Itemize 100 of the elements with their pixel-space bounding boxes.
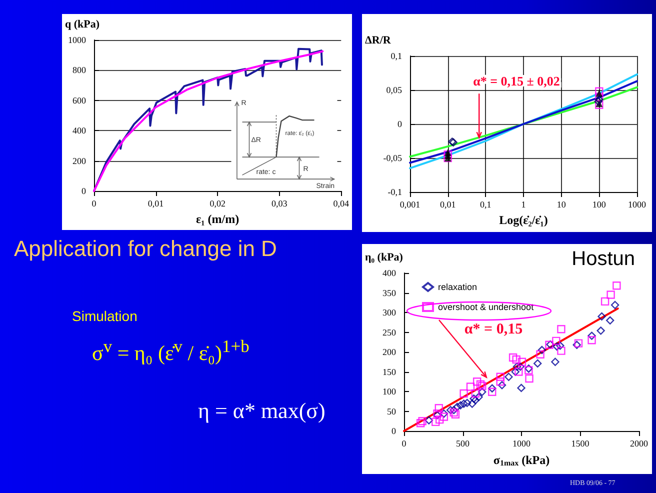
- y-tick-label: 0: [392, 426, 396, 436]
- x-tick-label: 1000: [512, 438, 531, 448]
- point: [516, 362, 524, 371]
- legend-label: relaxation: [438, 282, 478, 292]
- point: [470, 394, 478, 403]
- point: [432, 418, 440, 426]
- y-tick-label: 100: [382, 386, 396, 396]
- x-tick-label: 10: [556, 200, 566, 210]
- y-tick-label: -0,1: [388, 187, 402, 197]
- x-tick-label: 500: [456, 438, 470, 448]
- point: [440, 410, 448, 418]
- x-tick-label: 1000: [628, 200, 646, 210]
- point: [453, 402, 462, 412]
- x-tick-label: 0,02: [210, 198, 226, 208]
- y-tick-label: 0: [82, 186, 86, 196]
- point: [552, 336, 560, 346]
- point: [534, 359, 542, 368]
- y-tick-label: 150: [382, 366, 396, 377]
- y-tick-label: 1000: [68, 35, 86, 45]
- point: [588, 336, 596, 344]
- point: [612, 282, 621, 290]
- point: [518, 358, 526, 366]
- point: [472, 378, 482, 386]
- point: [511, 368, 520, 376]
- y-tick-label: 0,05: [386, 85, 402, 95]
- y-tick-label: 200: [382, 347, 396, 357]
- y-tick-label: -0,05: [383, 153, 402, 163]
- point: [508, 353, 518, 362]
- x-tick-label: 2000: [630, 438, 648, 448]
- y-tick-label: 0: [398, 119, 402, 129]
- point: [450, 408, 458, 417]
- point: [606, 316, 614, 324]
- point: [471, 396, 480, 404]
- point: [517, 384, 526, 392]
- point: [478, 382, 486, 390]
- y-tick-label: 400: [382, 268, 396, 278]
- point: [496, 378, 504, 386]
- point: [471, 389, 480, 398]
- point: [606, 290, 615, 299]
- point: [610, 300, 620, 310]
- x-tick-label: 0,01: [440, 200, 456, 210]
- point: [551, 358, 560, 366]
- point: [557, 346, 566, 355]
- point: [474, 392, 483, 402]
- text: η = α* max(σ): [198, 398, 326, 424]
- x-axis-title: Log(ε̇₂/ε̇₁): [499, 213, 548, 227]
- text: σ$^{v}$ = η₀ (ε̇$^{v}$ / ε̇₀)$^{1+b}$: [92, 336, 250, 366]
- y-tick-label: 0,1: [390, 51, 402, 61]
- text: Application for change in D: [14, 236, 278, 262]
- point: [538, 346, 546, 354]
- point: [450, 406, 458, 414]
- point: [588, 332, 596, 340]
- point: [512, 355, 520, 364]
- point: [498, 381, 506, 390]
- point: [514, 368, 523, 376]
- point: [468, 400, 476, 408]
- x-tick-label: 0,03: [271, 198, 288, 208]
- point: [434, 404, 443, 412]
- legend-label: overshoot & undershoot: [438, 302, 534, 312]
- point: [460, 389, 468, 398]
- point: [600, 297, 610, 306]
- x-tick-label: 0: [92, 198, 97, 208]
- point: [478, 388, 486, 396]
- y-tick-label: 250: [382, 327, 396, 338]
- point: [488, 388, 496, 396]
- point: [504, 372, 513, 381]
- x-tick-label: 0,001: [400, 200, 420, 210]
- point: [512, 362, 522, 371]
- point: [496, 372, 504, 381]
- point: [476, 380, 485, 388]
- y-tick-label: 800: [72, 65, 86, 76]
- point: [466, 382, 475, 391]
- y-tick-label: 50: [387, 406, 396, 416]
- x-tick-label: 0,01: [148, 198, 164, 208]
- point: [460, 400, 468, 408]
- x-axis-title: ε₁ (m/m): [196, 212, 240, 226]
- point: [525, 374, 534, 383]
- y-tick-label: 400: [72, 126, 86, 136]
- point: [557, 324, 566, 334]
- y-tick-label: 600: [72, 95, 86, 106]
- chart-title: Hostun: [572, 248, 636, 270]
- point: [451, 410, 460, 419]
- x-tick-label: 1: [521, 200, 526, 210]
- text: Simulation: [72, 308, 138, 324]
- y-tick-label: 300: [382, 308, 396, 318]
- point: [598, 312, 606, 321]
- y-axis-title: ΔR/R: [365, 34, 392, 46]
- annotation: α* = 0,15: [464, 321, 523, 338]
- y-tick-label: 350: [382, 288, 396, 298]
- x-tick-label: 0,1: [480, 200, 492, 210]
- y-axis-title: η₀ (kPa): [365, 252, 404, 264]
- point: [463, 398, 472, 408]
- point: [440, 412, 448, 421]
- point: [456, 401, 465, 410]
- y-axis-title: q (kPa): [65, 18, 100, 30]
- point: [418, 417, 426, 426]
- y-tick-label: 200: [72, 156, 86, 166]
- point: [446, 406, 455, 414]
- x-tick-label: 100: [592, 200, 606, 210]
- point: [436, 415, 444, 424]
